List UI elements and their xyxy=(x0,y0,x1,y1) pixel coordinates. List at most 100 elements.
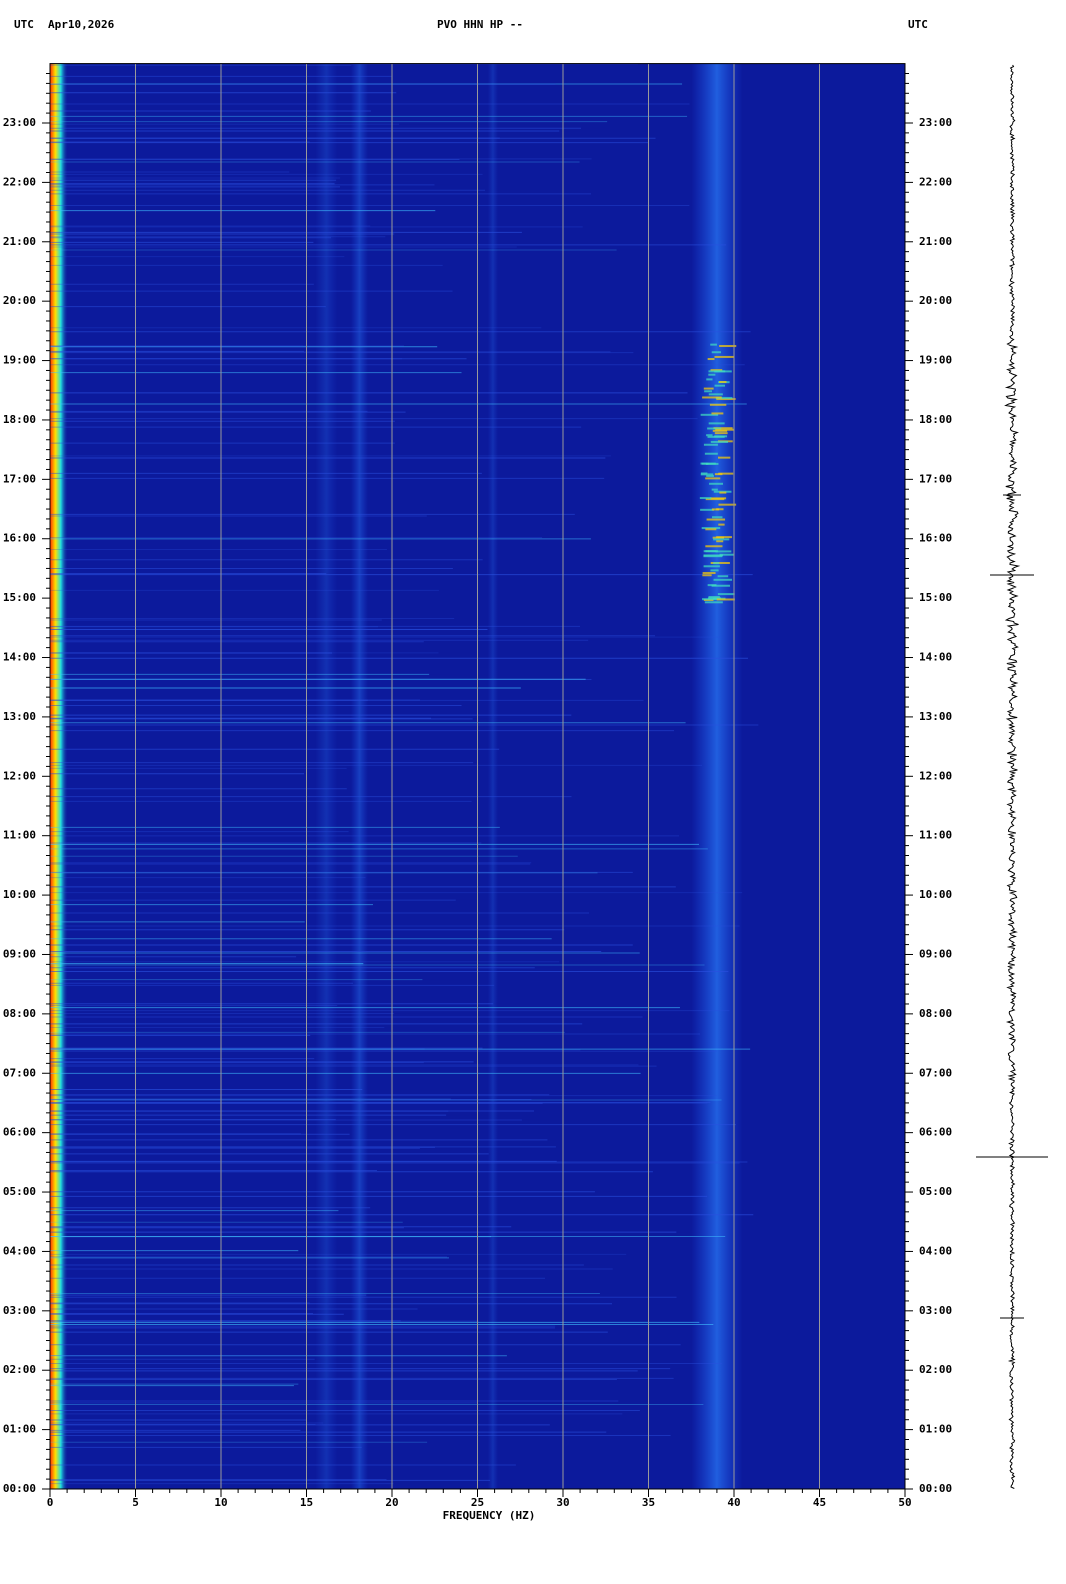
chart-title: PVO HHN HP -- xyxy=(437,18,523,31)
x-tick-label: 25 xyxy=(471,1496,484,1509)
hot-spot xyxy=(702,598,717,601)
hot-spot xyxy=(700,508,714,511)
y-tick-label: 10:00 xyxy=(3,888,36,901)
y-tick-label: 08:00 xyxy=(919,1007,952,1020)
hot-spot xyxy=(706,378,713,381)
y-tick-label: 17:00 xyxy=(3,472,36,485)
hot-spot xyxy=(717,593,735,596)
timezone-left: UTC xyxy=(14,18,34,31)
hot-spot xyxy=(704,452,718,455)
hot-spot xyxy=(705,550,717,553)
y-tick-label: 13:00 xyxy=(3,710,36,723)
hot-spot xyxy=(704,601,723,604)
y-tick-label: 03:00 xyxy=(919,1304,952,1317)
y-tick-label: 06:00 xyxy=(919,1126,952,1139)
hot-spot xyxy=(702,572,716,575)
hot-spot xyxy=(716,540,724,543)
y-tick-label: 13:00 xyxy=(919,710,952,723)
hot-spot xyxy=(708,393,723,396)
hot-spot xyxy=(711,584,730,587)
hot-spot xyxy=(708,373,716,376)
y-tick-label: 23:00 xyxy=(3,116,36,129)
y-tick-label: 03:00 xyxy=(3,1304,36,1317)
band xyxy=(350,63,369,1490)
trace xyxy=(1004,64,1021,1489)
y-tick-label: 22:00 xyxy=(919,175,952,188)
date: Apr10,2026 xyxy=(48,18,115,31)
hot-spot xyxy=(711,351,722,354)
hot-spot xyxy=(710,561,730,564)
y-tick-label: 08:00 xyxy=(3,1007,36,1020)
y-tick-label: 16:00 xyxy=(919,532,952,545)
y-tick-label: 16:00 xyxy=(3,532,36,545)
band xyxy=(315,63,338,1490)
hot-spot xyxy=(710,343,717,346)
y-tick-label: 22:00 xyxy=(3,175,36,188)
hot-spot xyxy=(714,370,732,373)
hot-spot xyxy=(705,528,717,531)
timezone-right: UTC xyxy=(908,18,928,31)
x-tick-label: 0 xyxy=(47,1496,54,1509)
hot-spot xyxy=(717,575,729,578)
hot-spot xyxy=(710,569,719,572)
y-tick-label: 15:00 xyxy=(3,591,36,604)
hot-spot xyxy=(700,472,708,475)
hot-spot xyxy=(719,553,735,556)
y-tick-label: 14:00 xyxy=(919,651,952,664)
y-tick-label: 19:00 xyxy=(919,354,952,367)
low-band xyxy=(50,63,68,1490)
y-tick-label: 21:00 xyxy=(3,235,36,248)
band xyxy=(487,63,499,1490)
hot-spot xyxy=(711,508,720,511)
y-tick-label: 12:00 xyxy=(919,769,952,782)
y-tick-label: 05:00 xyxy=(919,1185,952,1198)
hot-spot xyxy=(719,380,727,383)
hot-spot xyxy=(707,427,722,430)
x-tick-label: 35 xyxy=(642,1496,655,1509)
hot-spot xyxy=(716,398,736,401)
y-tick-label: 18:00 xyxy=(3,413,36,426)
y-tick-label: 19:00 xyxy=(3,354,36,367)
y-tick-label: 11:00 xyxy=(919,829,952,842)
hot-spot xyxy=(708,596,720,599)
hot-spot xyxy=(706,474,714,477)
seismogram xyxy=(976,64,1048,1489)
hot-spot xyxy=(719,345,737,348)
hot-spot xyxy=(714,355,735,358)
x-tick-label: 50 xyxy=(898,1496,911,1509)
hot-spot xyxy=(706,518,726,521)
x-tick-label: 15 xyxy=(300,1496,313,1509)
x-tick-label: 10 xyxy=(214,1496,227,1509)
x-tick-label: 40 xyxy=(727,1496,740,1509)
y-tick-label: 01:00 xyxy=(3,1423,36,1436)
hot-spot xyxy=(705,477,721,480)
hot-spot xyxy=(707,435,725,438)
y-tick-label: 00:00 xyxy=(3,1482,36,1495)
y-tick-label: 04:00 xyxy=(919,1244,952,1257)
hot-spot xyxy=(710,440,729,443)
hot-spot xyxy=(719,491,727,494)
y-tick-label: 23:00 xyxy=(919,116,952,129)
y-tick-label: 11:00 xyxy=(3,829,36,842)
y-tick-label: 15:00 xyxy=(919,591,952,604)
hot-spot xyxy=(709,482,723,485)
x-tick-label: 5 xyxy=(132,1496,139,1509)
hot-spot xyxy=(705,462,719,465)
x-tick-label: 20 xyxy=(385,1496,398,1509)
hot-spot xyxy=(713,427,733,430)
hot-spot xyxy=(710,369,723,372)
hot-spot xyxy=(716,536,732,539)
hot-spot xyxy=(715,550,732,553)
hot-spot xyxy=(703,565,720,568)
y-tick-label: 12:00 xyxy=(3,769,36,782)
y-tick-label: 20:00 xyxy=(919,294,952,307)
hot-spot xyxy=(705,545,723,548)
band xyxy=(691,63,743,1490)
hot-spot xyxy=(711,516,723,519)
y-tick-label: 18:00 xyxy=(919,413,952,426)
y-tick-label: 01:00 xyxy=(919,1423,952,1436)
hot-spot xyxy=(706,434,713,437)
hot-spot xyxy=(715,396,733,399)
y-tick-label: 04:00 xyxy=(3,1244,36,1257)
y-tick-label: 05:00 xyxy=(3,1185,36,1198)
